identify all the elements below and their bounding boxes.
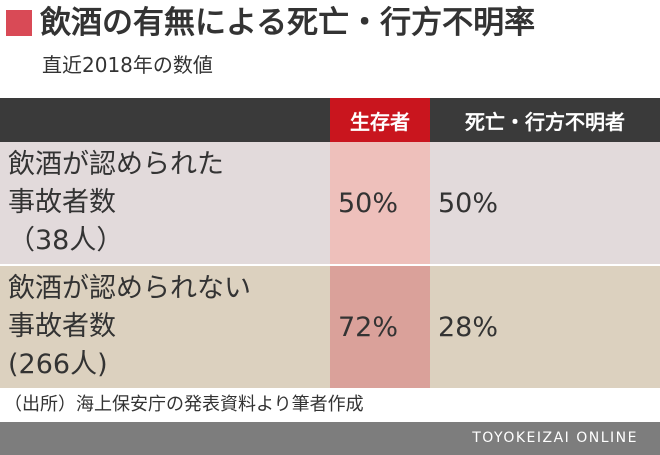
- survivor-rate-cell: 50%: [330, 142, 430, 264]
- dead-missing-rate-cell: 28%: [430, 266, 660, 388]
- header-blank-cell: [0, 98, 330, 142]
- dead-missing-rate-cell: 50%: [430, 142, 660, 264]
- chart-title: 飲酒の有無による死亡・行方不明率: [40, 5, 536, 41]
- table-row: 飲酒が認められた 事故者数 （38人） 50% 50%: [0, 142, 660, 264]
- table-row: 飲酒が認められない 事故者数 (266人) 72% 28%: [0, 266, 660, 388]
- row-label-line: 事故者数: [8, 187, 116, 218]
- table-header-row: 生存者 死亡・行方不明者: [0, 98, 660, 142]
- row-label: 飲酒が認められない 事故者数 (266人): [0, 266, 330, 388]
- header-survivors: 生存者: [330, 98, 430, 142]
- header-dead-missing: 死亡・行方不明者: [430, 98, 660, 142]
- row-label-line: 事故者数: [8, 311, 116, 342]
- brand-label: TOYOKEIZAI ONLINE: [472, 430, 638, 446]
- data-table: 生存者 死亡・行方不明者 飲酒が認められた 事故者数 （38人） 50% 50%…: [0, 98, 660, 388]
- row-label-line: 飲酒が認められた: [8, 149, 224, 180]
- row-label-line: 飲酒が認められない: [8, 273, 251, 304]
- row-label: 飲酒が認められた 事故者数 （38人）: [0, 142, 330, 264]
- footer-bar: TOYOKEIZAI ONLINE: [0, 422, 660, 455]
- row-divider: [0, 264, 660, 266]
- header: 飲酒の有無による死亡・行方不明率 直近2018年の数値: [0, 0, 660, 100]
- survivor-rate-cell: 72%: [330, 266, 430, 388]
- title-marker: [6, 10, 32, 36]
- row-label-line: (266人): [8, 349, 108, 380]
- chart-subtitle: 直近2018年の数値: [42, 53, 213, 77]
- row-label-line: （38人）: [8, 225, 124, 256]
- source-note: （出所）海上保安庁の発表資料より筆者作成: [4, 394, 364, 415]
